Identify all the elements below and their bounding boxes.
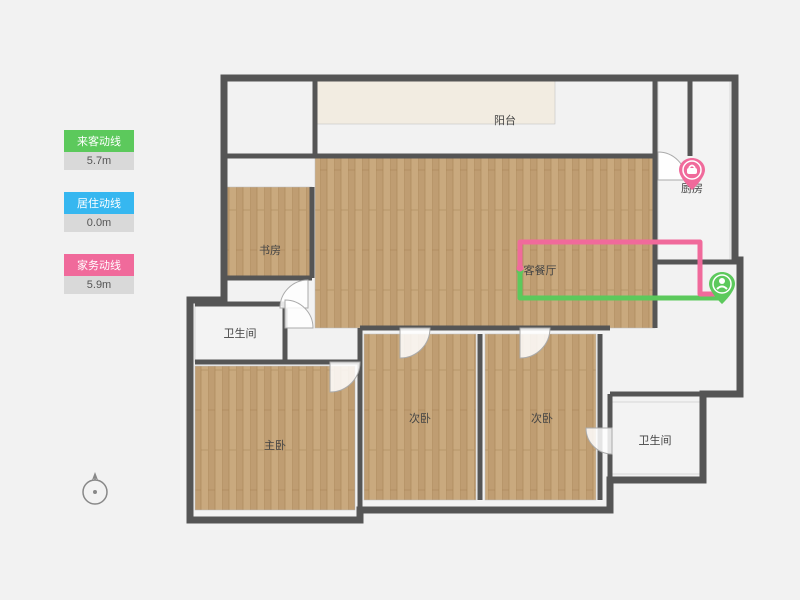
room-study [224,187,312,278]
legend: 来客动线 5.7m 居住动线 0.0m 家务动线 5.9m [64,130,134,316]
legend-item-chores: 家务动线 5.9m [64,254,134,294]
room-label-balcony: 阳台 [494,112,516,128]
legend-value: 0.0m [64,214,134,232]
compass-icon [75,468,115,508]
room-label-wc2: 卫生间 [639,432,672,448]
legend-label: 居住动线 [64,192,134,214]
marker-entry [709,272,735,304]
room-label-living: 客餐厅 [524,262,557,278]
legend-item-living: 居住动线 0.0m [64,192,134,232]
legend-value: 5.7m [64,152,134,170]
floor-plan: 阳台厨房书房客餐厅卫生间主卧次卧次卧卫生间 [180,50,750,540]
room-label-bed3: 次卧 [531,410,553,426]
legend-label: 家务动线 [64,254,134,276]
room-label-master: 主卧 [264,437,286,453]
door-arc [330,362,360,392]
marker-kitchen [679,158,705,190]
room-label-wc1: 卫生间 [224,325,257,341]
room-label-study: 书房 [259,242,281,258]
legend-label: 来客动线 [64,130,134,152]
room-label-bed2: 次卧 [409,410,431,426]
door-arc [285,300,313,328]
legend-value: 5.9m [64,276,134,294]
legend-item-guest: 来客动线 5.7m [64,130,134,170]
room-balcony [315,78,555,124]
